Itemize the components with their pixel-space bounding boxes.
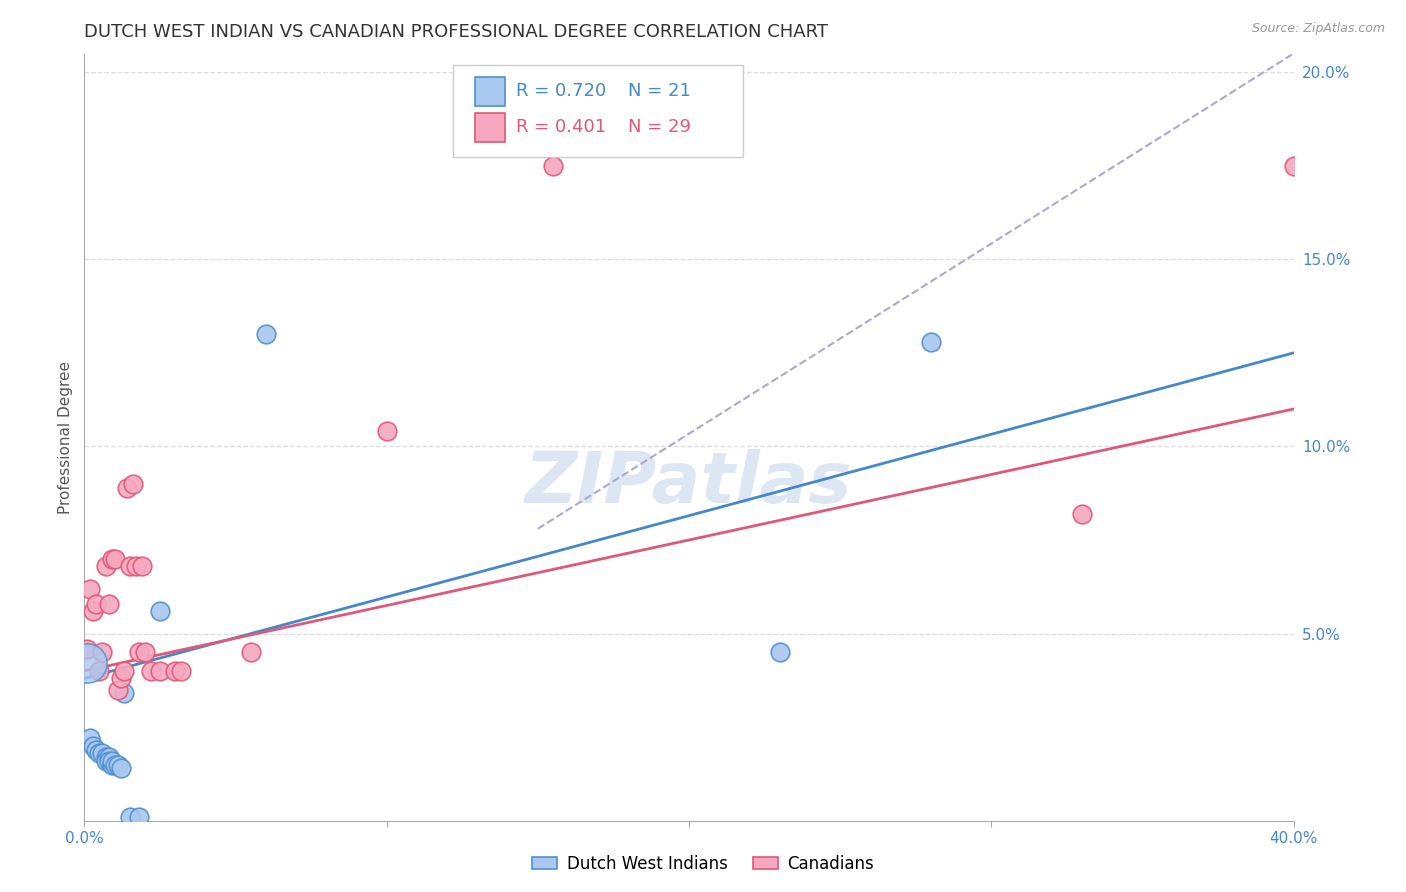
- Point: [94, 754, 117, 768]
- Point: [112, 664, 135, 678]
- Point: [121, 476, 143, 491]
- Text: R = 0.401: R = 0.401: [516, 118, 606, 136]
- Point: [100, 757, 122, 772]
- Point: [94, 559, 117, 574]
- Point: [104, 757, 127, 772]
- Point: [100, 754, 122, 768]
- Point: [100, 551, 122, 566]
- Point: [89, 746, 111, 760]
- Point: [91, 746, 114, 760]
- Point: [1071, 507, 1094, 521]
- Point: [131, 559, 153, 574]
- Text: R = 0.720: R = 0.720: [516, 82, 606, 100]
- Point: [112, 686, 135, 700]
- Point: [110, 672, 132, 686]
- Point: [107, 757, 129, 772]
- Text: ZIPatlas: ZIPatlas: [526, 449, 852, 517]
- Point: [165, 664, 187, 678]
- Point: [118, 810, 141, 824]
- Point: [110, 761, 132, 775]
- Point: [375, 425, 398, 439]
- Point: [91, 645, 114, 659]
- Legend: Dutch West Indians, Canadians: Dutch West Indians, Canadians: [524, 848, 882, 880]
- Point: [128, 645, 150, 659]
- Point: [128, 810, 150, 824]
- Bar: [475, 112, 505, 142]
- Point: [115, 481, 138, 495]
- Point: [89, 664, 111, 678]
- Point: [76, 641, 98, 656]
- Point: [86, 742, 108, 756]
- Text: DUTCH WEST INDIAN VS CANADIAN PROFESSIONAL DEGREE CORRELATION CHART: DUTCH WEST INDIAN VS CANADIAN PROFESSION…: [84, 23, 828, 41]
- Point: [1282, 159, 1305, 173]
- Y-axis label: Professional Degree: Professional Degree: [58, 360, 73, 514]
- Point: [79, 582, 101, 596]
- Point: [170, 664, 193, 678]
- Bar: [475, 77, 505, 105]
- Point: [82, 739, 104, 753]
- Point: [94, 750, 117, 764]
- Point: [97, 750, 120, 764]
- Point: [139, 664, 162, 678]
- Point: [118, 559, 141, 574]
- Point: [104, 551, 127, 566]
- Text: Source: ZipAtlas.com: Source: ZipAtlas.com: [1251, 22, 1385, 36]
- Point: [86, 597, 108, 611]
- FancyBboxPatch shape: [453, 65, 744, 157]
- Point: [125, 559, 148, 574]
- Point: [920, 334, 942, 349]
- Point: [97, 754, 120, 768]
- Point: [107, 682, 129, 697]
- Point: [82, 604, 104, 618]
- Text: N = 29: N = 29: [628, 118, 692, 136]
- Point: [541, 159, 564, 173]
- Point: [149, 604, 172, 618]
- Point: [134, 645, 156, 659]
- Text: N = 21: N = 21: [628, 82, 692, 100]
- Point: [239, 645, 262, 659]
- Point: [97, 597, 120, 611]
- Point: [76, 657, 98, 671]
- Point: [769, 645, 792, 659]
- Point: [79, 731, 101, 746]
- Point: [149, 664, 172, 678]
- Point: [254, 327, 277, 342]
